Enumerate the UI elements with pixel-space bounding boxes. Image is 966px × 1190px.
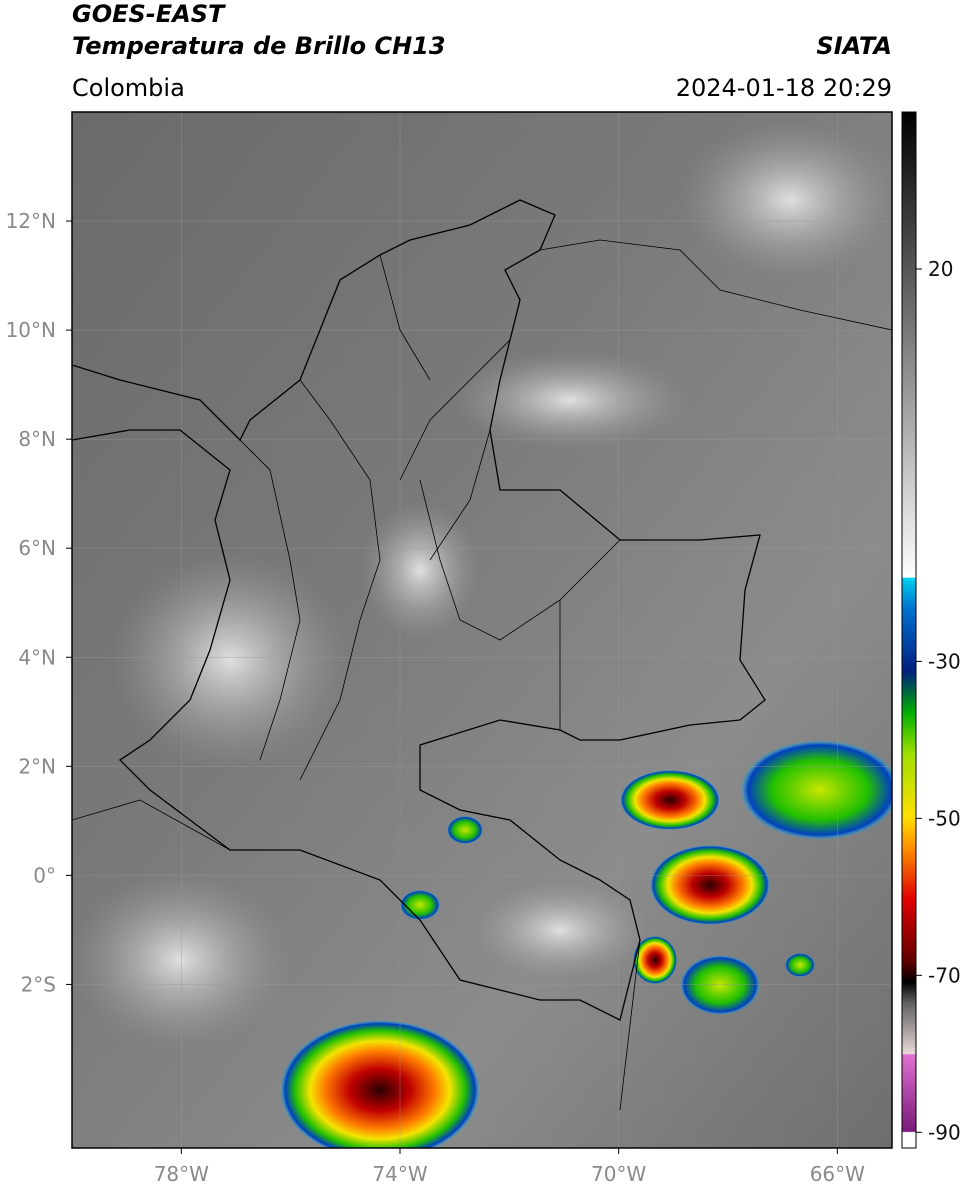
colorbar-tick-label: -90 bbox=[928, 1120, 961, 1144]
source: SIATA bbox=[816, 32, 892, 60]
x-tick-label: 66°W bbox=[810, 1162, 865, 1186]
datetime: 2024-01-18 20:29 bbox=[676, 74, 892, 102]
colorbar bbox=[901, 111, 917, 1149]
x-tick-label: 78°W bbox=[154, 1162, 209, 1186]
y-tick-label: 4°N bbox=[18, 645, 56, 669]
x-tick-label: 70°W bbox=[591, 1162, 646, 1186]
grid bbox=[72, 112, 892, 1148]
country-border bbox=[72, 199, 766, 1021]
department-borders bbox=[72, 239, 892, 1111]
map-image bbox=[72, 112, 892, 1148]
y-tick-label: 6°N bbox=[18, 536, 56, 560]
colorbar-tick-label: -30 bbox=[928, 649, 961, 673]
colorbar-tick-label: 20 bbox=[928, 257, 953, 281]
ticks: 78°W 74°W 70°W 66°W 12°N 10°N 8°N 6°N 4°N 2°N 0° 2°… bbox=[6, 209, 961, 1186]
y-tick-label: 12°N bbox=[6, 209, 56, 233]
region: Colombia bbox=[72, 74, 185, 102]
y-tick-label: 0° bbox=[33, 863, 56, 887]
subtitle: Temperatura de Brillo CH13 bbox=[72, 32, 446, 60]
y-tick-label: 2°S bbox=[21, 972, 56, 996]
y-tick-label: 10°N bbox=[6, 318, 56, 342]
map-frame bbox=[71, 111, 893, 1149]
colorbar-tick-label: -70 bbox=[928, 963, 961, 987]
x-tick-label: 74°W bbox=[372, 1162, 427, 1186]
y-tick-label: 2°N bbox=[18, 754, 56, 778]
colorbar-tick-label: -50 bbox=[928, 806, 961, 830]
title: GOES-EAST bbox=[72, 0, 226, 28]
y-tick-label: 8°N bbox=[18, 427, 56, 451]
